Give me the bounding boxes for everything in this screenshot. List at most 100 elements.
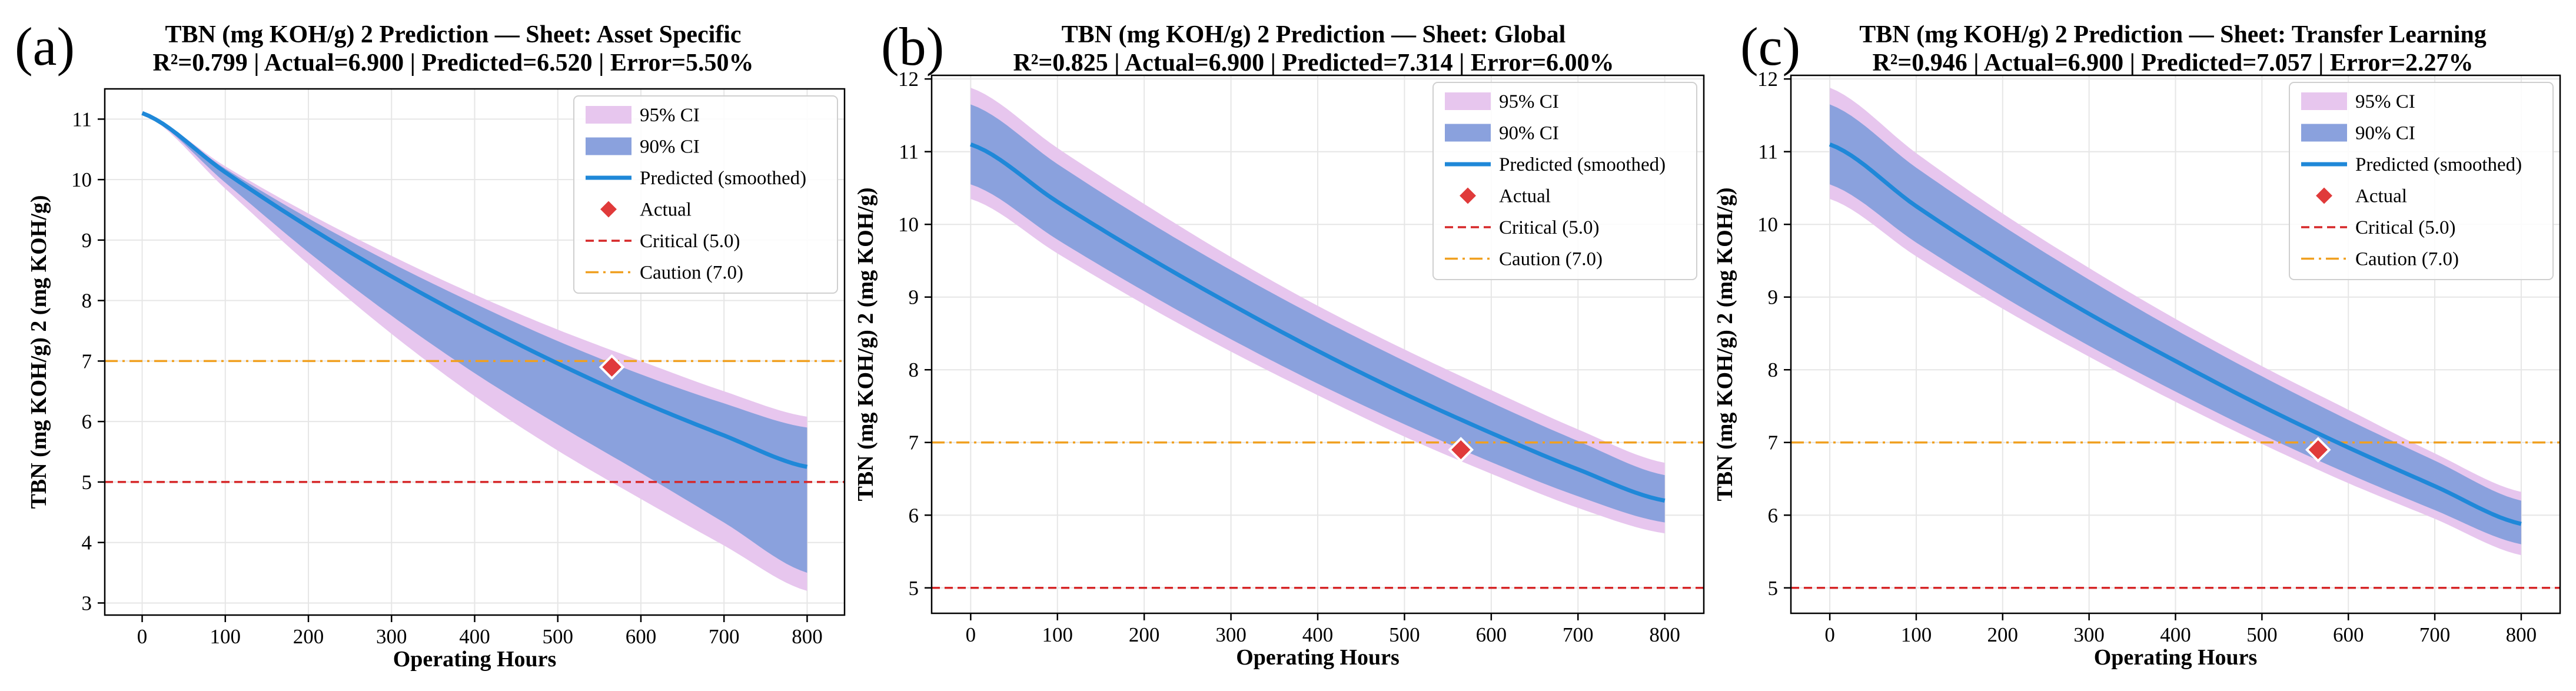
legend-ci95-swatch xyxy=(1445,92,1491,110)
y-tick-label: 6 xyxy=(1768,504,1779,527)
legend-actual-label: Actual xyxy=(2355,186,2407,207)
plot-area xyxy=(932,88,1704,589)
y-tick-label: 11 xyxy=(1758,141,1778,164)
x-tick-label: 100 xyxy=(1901,623,1932,646)
x-tick-label: 500 xyxy=(2246,623,2278,646)
actual-point xyxy=(599,354,625,380)
y-tick-label: 12 xyxy=(898,68,919,91)
legend-predicted-label: Predicted (smoothed) xyxy=(640,168,806,189)
ci90-band xyxy=(970,104,1665,523)
x-tick-label: 700 xyxy=(709,625,740,648)
legend-predicted-label: Predicted (smoothed) xyxy=(2355,154,2522,175)
y-tick-label: 5 xyxy=(1768,577,1779,600)
legend-ci95-label: 95% CI xyxy=(640,105,700,126)
x-tick-label: 500 xyxy=(542,625,573,648)
y-axis-label: TBN (mg KOH/g) 2 (mg KOH/g) xyxy=(1713,187,1737,501)
legend-ci90-label: 90% CI xyxy=(2355,123,2415,144)
legend-ci90-swatch xyxy=(586,137,631,155)
ci90-band xyxy=(1830,104,2521,544)
legend-box xyxy=(573,95,838,294)
legend-critical-label: Critical (5.0) xyxy=(2355,217,2455,238)
y-ticks: 5 6 7 8 9 10 11 12 xyxy=(1757,68,1791,600)
x-tick-label: 100 xyxy=(210,625,241,648)
predicted-line xyxy=(1829,142,2522,526)
x-tick-label: 0 xyxy=(137,625,148,648)
x-tick-label: 600 xyxy=(1476,623,1507,646)
y-tick-label: 6 xyxy=(82,410,92,433)
y-tick-label: 4 xyxy=(82,531,92,554)
x-ticks: 0 100 200 300 400 500 600 700 800 xyxy=(966,613,1680,646)
legend-ci90-label: 90% CI xyxy=(1499,123,1559,144)
y-tick-label: 5 xyxy=(909,577,919,600)
x-tick-label: 0 xyxy=(966,623,976,646)
chart-title: TBN (mg KOH/g) 2 Prediction — Sheet: Ass… xyxy=(165,21,741,48)
x-tick-label: 300 xyxy=(376,625,407,648)
chart-panel-a: (a) TBN (mg KOH/g) 2 Prediction — Sheet: … xyxy=(15,16,846,672)
x-axis-label: Operating Hours xyxy=(1236,645,1400,670)
chart-title: TBN (mg KOH/g) 2 Prediction — Sheet: Tra… xyxy=(1859,21,2487,48)
y-tick-label: 11 xyxy=(899,141,919,164)
x-tick-label: 500 xyxy=(1389,623,1420,646)
x-ticks: 0 100 200 300 400 500 600 700 800 xyxy=(137,615,823,648)
x-tick-label: 800 xyxy=(792,625,823,648)
y-tick-label: 10 xyxy=(71,168,92,191)
legend-critical-label: Critical (5.0) xyxy=(1499,217,1599,238)
y-tick-label: 8 xyxy=(82,290,92,313)
y-tick-label: 3 xyxy=(82,592,92,614)
chart-panel-b: (b) TBN (mg KOH/g) 2 Prediction — Sheet: … xyxy=(853,16,1705,670)
legend-critical-label: Critical (5.0) xyxy=(640,231,740,252)
y-tick-label: 5 xyxy=(82,471,92,494)
x-tick-label: 700 xyxy=(1563,623,1594,646)
actual-point xyxy=(2305,437,2331,463)
legend-ci95-label: 95% CI xyxy=(1499,91,1559,112)
x-tick-label: 600 xyxy=(2333,623,2364,646)
x-tick-label: 800 xyxy=(2506,623,2537,646)
y-tick-label: 10 xyxy=(898,213,919,236)
x-ticks: 0 100 200 300 400 500 600 700 800 xyxy=(1824,613,2537,646)
y-tick-label: 7 xyxy=(82,350,92,373)
x-tick-label: 200 xyxy=(1129,623,1160,646)
x-axis-label: Operating Hours xyxy=(2094,645,2258,670)
x-tick-label: 600 xyxy=(626,625,657,648)
panel-letter: (a) xyxy=(15,16,75,77)
legend-caution-label: Caution (7.0) xyxy=(640,263,743,284)
predicted-line xyxy=(141,111,808,469)
x-tick-label: 700 xyxy=(2419,623,2451,646)
x-tick-label: 400 xyxy=(459,625,490,648)
x-tick-label: 100 xyxy=(1042,623,1073,646)
chart-title: TBN (mg KOH/g) 2 Prediction — Sheet: Glo… xyxy=(1062,21,1566,48)
chart-panel-c: (c) TBN (mg KOH/g) 2 Prediction — Sheet: … xyxy=(1713,16,2561,670)
y-tick-label: 8 xyxy=(1768,358,1779,381)
legend-ci90-swatch xyxy=(1445,124,1491,142)
legend-caution-label: Caution (7.0) xyxy=(2355,249,2459,270)
chart-subtitle: R²=0.825 | Actual=6.900 | Predicted=7.31… xyxy=(1013,49,1614,77)
x-tick-label: 0 xyxy=(1824,623,1835,646)
panel-letter: (b) xyxy=(881,16,944,77)
legend: 95% CI 90% CI Predicted (smoothed) Actual Cr… xyxy=(2289,82,2554,280)
y-tick-label: 11 xyxy=(72,108,92,131)
y-tick-label: 9 xyxy=(1768,286,1779,309)
x-tick-label: 400 xyxy=(1302,623,1334,646)
legend-caution-label: Caution (7.0) xyxy=(1499,249,1603,270)
x-tick-label: 800 xyxy=(1649,623,1680,646)
legend-ci95-swatch xyxy=(2301,92,2347,110)
legend-actual-swatch xyxy=(597,198,620,220)
legend-ci90-swatch xyxy=(2301,124,2347,142)
x-tick-label: 300 xyxy=(2073,623,2105,646)
legend-ci95-swatch xyxy=(586,106,631,124)
y-axis-label: TBN (mg KOH/g) 2 (mg KOH/g) xyxy=(853,187,878,501)
y-tick-label: 6 xyxy=(909,504,919,527)
y-ticks: 3 4 5 6 7 8 9 10 11 xyxy=(71,108,105,614)
y-tick-label: 8 xyxy=(909,358,919,381)
y-tick-label: 12 xyxy=(1757,68,1778,91)
y-tick-label: 10 xyxy=(1757,213,1778,236)
legend: 95% CI 90% CI Predicted (smoothed) Actual Cr… xyxy=(573,95,838,294)
legend-actual-swatch xyxy=(2313,185,2335,207)
chart-subtitle: R²=0.799 | Actual=6.900 | Predicted=6.52… xyxy=(152,49,753,77)
plot-area xyxy=(1791,88,2560,589)
legend-actual-label: Actual xyxy=(1499,186,1551,207)
legend-ci90-label: 90% CI xyxy=(640,137,700,158)
legend: 95% CI 90% CI Predicted (smoothed) Actual Cr… xyxy=(1432,82,1697,280)
y-tick-label: 7 xyxy=(909,431,919,454)
